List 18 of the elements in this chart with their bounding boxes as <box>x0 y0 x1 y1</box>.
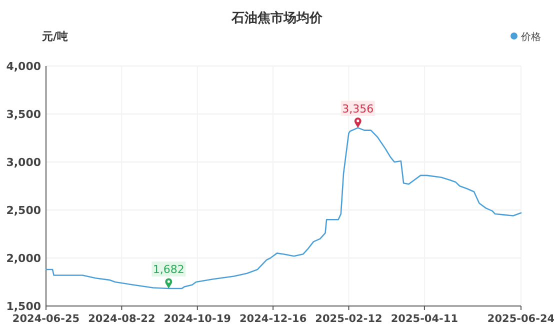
y-tick-label: 2,000 <box>6 252 42 265</box>
x-tick-label: 2024-10-19 <box>164 313 231 325</box>
x-tick-label: 2025-02-12 <box>315 313 382 325</box>
y-tick-label: 3,500 <box>6 108 42 121</box>
y-axis-title: 元/吨 <box>41 30 68 43</box>
y-tick-label: 3,000 <box>6 156 42 169</box>
x-tick-label: 2024-08-22 <box>88 313 156 325</box>
y-tick-label: 4,000 <box>6 60 42 73</box>
chart-title: 石油焦市场均价 <box>230 10 324 26</box>
x-tick-label: 2024-12-16 <box>239 313 307 325</box>
legend-label: 价格 <box>520 31 541 43</box>
x-tick-label: 2025-06-24 <box>487 313 554 325</box>
x-tick-label: 2024-06-25 <box>12 313 80 325</box>
annotation: 3,356 <box>342 102 374 116</box>
y-tick-label: 2,500 <box>6 204 42 217</box>
x-tick-label: 2025-04-11 <box>390 313 458 325</box>
annotation: 1,682 <box>152 263 184 276</box>
y-tick-label: 1,500 <box>6 300 42 313</box>
